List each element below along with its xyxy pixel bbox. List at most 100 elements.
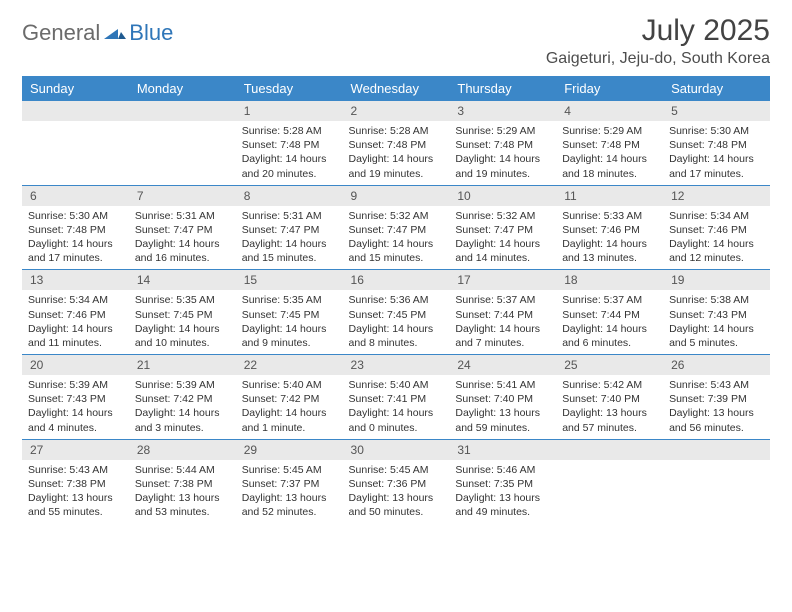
sunrise-text: Sunrise: 5:28 AM: [349, 124, 444, 138]
day-cell: 25Sunrise: 5:42 AMSunset: 7:40 PMDayligh…: [556, 355, 663, 440]
sunset-text: Sunset: 7:45 PM: [242, 308, 337, 322]
day-cell: 20Sunrise: 5:39 AMSunset: 7:43 PMDayligh…: [22, 355, 129, 440]
day-number: 20: [22, 355, 129, 375]
day-number: 28: [129, 440, 236, 460]
sunrise-text: Sunrise: 5:31 AM: [135, 209, 230, 223]
day-details: Sunrise: 5:41 AMSunset: 7:40 PMDaylight:…: [449, 375, 556, 439]
daylight-text: Daylight: 14 hours and 4 minutes.: [28, 406, 123, 434]
day-cell: 9Sunrise: 5:32 AMSunset: 7:47 PMDaylight…: [343, 185, 450, 270]
sunrise-text: Sunrise: 5:29 AM: [455, 124, 550, 138]
day-number: 24: [449, 355, 556, 375]
sunset-text: Sunset: 7:48 PM: [28, 223, 123, 237]
daylight-text: Daylight: 13 hours and 52 minutes.: [242, 491, 337, 519]
day-cell: [129, 101, 236, 185]
day-cell: 3Sunrise: 5:29 AMSunset: 7:48 PMDaylight…: [449, 101, 556, 185]
sunrise-text: Sunrise: 5:33 AM: [562, 209, 657, 223]
week-row: 13Sunrise: 5:34 AMSunset: 7:46 PMDayligh…: [22, 270, 770, 355]
day-cell: 7Sunrise: 5:31 AMSunset: 7:47 PMDaylight…: [129, 185, 236, 270]
day-number: 23: [343, 355, 450, 375]
sunset-text: Sunset: 7:47 PM: [455, 223, 550, 237]
day-cell: 15 Sunrise: 5:35 AMSunset: 7:45 PMDayligh…: [236, 270, 343, 355]
day-cell: 4Sunrise: 5:29 AMSunset: 7:48 PMDaylight…: [556, 101, 663, 185]
daylight-text: Daylight: 14 hours and 16 minutes.: [135, 237, 230, 265]
day-details: Sunrise: 5:39 AMSunset: 7:42 PMDaylight:…: [129, 375, 236, 439]
sunset-text: Sunset: 7:48 PM: [349, 138, 444, 152]
day-cell: 18Sunrise: 5:37 AMSunset: 7:44 PMDayligh…: [556, 270, 663, 355]
daylight-text: Daylight: 14 hours and 9 minutes.: [242, 322, 337, 350]
day-cell: 10Sunrise: 5:32 AMSunset: 7:47 PMDayligh…: [449, 185, 556, 270]
day-number: 2: [343, 101, 450, 121]
day-number: [556, 440, 663, 460]
day-number: 13: [22, 270, 129, 290]
day-details: Sunrise: 5:32 AMSunset: 7:47 PMDaylight:…: [449, 206, 556, 270]
sunrise-text: Sunrise: 5:39 AM: [28, 378, 123, 392]
sunrise-text: Sunrise: 5:43 AM: [28, 463, 123, 477]
sunrise-text: Sunrise: 5:37 AM: [562, 293, 657, 307]
daylight-text: Daylight: 14 hours and 20 minutes.: [242, 152, 337, 180]
sunset-text: Sunset: 7:45 PM: [135, 308, 230, 322]
day-number: 29: [236, 440, 343, 460]
sunset-text: Sunset: 7:36 PM: [349, 477, 444, 491]
day-details: Sunrise: 5:28 AMSunset: 7:48 PMDaylight:…: [343, 121, 450, 185]
logo-text-blue: Blue: [129, 20, 173, 46]
sunset-text: Sunset: 7:46 PM: [562, 223, 657, 237]
daylight-text: Daylight: 14 hours and 15 minutes.: [242, 237, 337, 265]
day-cell: 26Sunrise: 5:43 AMSunset: 7:39 PMDayligh…: [663, 355, 770, 440]
title-block: July 2025 Gaigeturi, Jeju-do, South Kore…: [546, 14, 770, 68]
day-cell: 22Sunrise: 5:40 AMSunset: 7:42 PMDayligh…: [236, 355, 343, 440]
day-cell: 2Sunrise: 5:28 AMSunset: 7:48 PMDaylight…: [343, 101, 450, 185]
day-number: [22, 101, 129, 121]
day-details: Sunrise: 5:29 AMSunset: 7:48 PMDaylight:…: [556, 121, 663, 185]
daylight-text: Daylight: 14 hours and 0 minutes.: [349, 406, 444, 434]
day-number: 21: [129, 355, 236, 375]
day-header: Sunday: [22, 76, 129, 101]
daylight-text: Daylight: 14 hours and 6 minutes.: [562, 322, 657, 350]
daylight-text: Daylight: 14 hours and 13 minutes.: [562, 237, 657, 265]
sunrise-text: Sunrise: 5:34 AM: [28, 293, 123, 307]
day-details: Sunrise: 5:40 AMSunset: 7:41 PMDaylight:…: [343, 375, 450, 439]
daylight-text: Daylight: 14 hours and 5 minutes.: [669, 322, 764, 350]
sunrise-text: Sunrise: 5:40 AM: [349, 378, 444, 392]
day-number: 16: [343, 270, 450, 290]
location-subtitle: Gaigeturi, Jeju-do, South Korea: [546, 50, 770, 68]
sunrise-text: Sunrise: 5:32 AM: [455, 209, 550, 223]
sunrise-text: Sunrise: 5:41 AM: [455, 378, 550, 392]
sunrise-text: Sunrise: 5:42 AM: [562, 378, 657, 392]
day-cell: 8Sunrise: 5:31 AMSunset: 7:47 PMDaylight…: [236, 185, 343, 270]
day-details: Sunrise: 5:43 AMSunset: 7:39 PMDaylight:…: [663, 375, 770, 439]
sunset-text: Sunset: 7:43 PM: [669, 308, 764, 322]
daylight-text: Daylight: 14 hours and 19 minutes.: [455, 152, 550, 180]
sunrise-text: Sunrise: 5:38 AM: [669, 293, 764, 307]
sunrise-text: Sunrise: 5:45 AM: [242, 463, 337, 477]
day-cell: 1Sunrise: 5:28 AMSunset: 7:48 PMDaylight…: [236, 101, 343, 185]
sunrise-text: Sunrise: 5:39 AM: [135, 378, 230, 392]
day-details: Sunrise: 5:44 AMSunset: 7:38 PMDaylight:…: [129, 460, 236, 524]
day-details: Sunrise: 5:28 AMSunset: 7:48 PMDaylight:…: [236, 121, 343, 185]
day-header: Wednesday: [343, 76, 450, 101]
daylight-text: Daylight: 14 hours and 18 minutes.: [562, 152, 657, 180]
sunrise-text: Sunrise: 5:36 AM: [349, 293, 444, 307]
day-header-row: SundayMondayTuesdayWednesdayThursdayFrid…: [22, 76, 770, 101]
month-title: July 2025: [546, 14, 770, 48]
daylight-text: Daylight: 13 hours and 53 minutes.: [135, 491, 230, 519]
day-number: 15: [236, 270, 343, 290]
day-details: Sunrise: 5:30 AMSunset: 7:48 PMDaylight:…: [22, 206, 129, 270]
sunrise-text: Sunrise: 5:37 AM: [455, 293, 550, 307]
day-number: 26: [663, 355, 770, 375]
day-details: Sunrise: 5:29 AMSunset: 7:48 PMDaylight:…: [449, 121, 556, 185]
day-cell: 28Sunrise: 5:44 AMSunset: 7:38 PMDayligh…: [129, 439, 236, 523]
day-cell: [663, 439, 770, 523]
sunrise-text: Sunrise: 5:35 AM: [242, 293, 337, 307]
day-details: Sunrise: 5:38 AMSunset: 7:43 PMDaylight:…: [663, 290, 770, 354]
sunset-text: Sunset: 7:40 PM: [562, 392, 657, 406]
daylight-text: Daylight: 14 hours and 7 minutes.: [455, 322, 550, 350]
day-details: Sunrise: 5:45 AMSunset: 7:37 PMDaylight:…: [236, 460, 343, 524]
daylight-text: Daylight: 13 hours and 56 minutes.: [669, 406, 764, 434]
sunrise-text: Sunrise: 5:40 AM: [242, 378, 337, 392]
daylight-text: Daylight: 14 hours and 1 minute.: [242, 406, 337, 434]
day-details: Sunrise: 5:33 AMSunset: 7:46 PMDaylight:…: [556, 206, 663, 270]
sunset-text: Sunset: 7:48 PM: [562, 138, 657, 152]
sunset-text: Sunset: 7:45 PM: [349, 308, 444, 322]
sunrise-text: Sunrise: 5:46 AM: [455, 463, 550, 477]
day-number: 19: [663, 270, 770, 290]
